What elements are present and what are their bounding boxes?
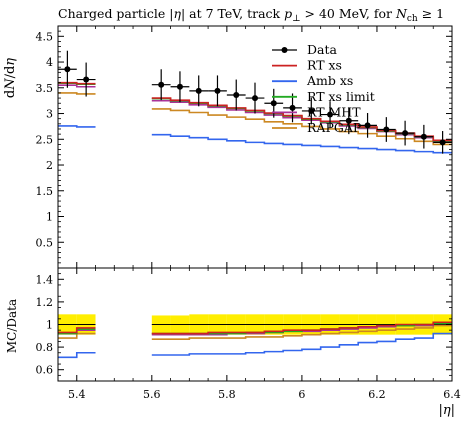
data-point (252, 95, 258, 102)
legend-label-rt-xs: RT xs (307, 58, 342, 73)
ratio-y-tick-label: 0.6 (36, 364, 54, 377)
x-tick-label: 6.4 (443, 388, 461, 401)
x-tick-label: 5.4 (68, 388, 86, 401)
y-tick-label: 4.5 (36, 30, 54, 43)
data-point (270, 100, 277, 107)
ratio-plot: 0.6 0.8 1 1.2 1.4 5.4 5.6 5.8 6 6.2 6.4 (36, 262, 461, 401)
y-axis-label: dN/dη (3, 58, 18, 98)
main-plot-frame (57, 25, 453, 269)
data-point (64, 66, 71, 73)
legend-label-amb-xs: Amb xs (306, 73, 353, 88)
data-point (402, 130, 409, 137)
y-tick-label: 2.5 (36, 133, 54, 146)
legend-label-rapgap: RAPGAP (307, 120, 361, 135)
data-point (176, 83, 183, 90)
data-point (345, 117, 352, 124)
y-tick-label: 3.5 (36, 82, 54, 95)
data-point (195, 87, 202, 94)
y-tick-label: 4 (46, 56, 53, 69)
ratio-y-tick-label: 0.8 (36, 341, 54, 354)
ratio-line-rapgap (58, 324, 452, 340)
y-tick-label: 1 (46, 211, 53, 224)
x-tick-label: 5.8 (218, 388, 236, 401)
x-axis-label: |η| (438, 403, 455, 418)
ratio-y-tick-label: 1.2 (36, 296, 54, 309)
series-line-amb-xs (58, 125, 452, 154)
data-point (364, 122, 371, 129)
x-tick-label: 5.6 (143, 388, 161, 401)
ratio-y-axis-label: MC/Data (5, 299, 19, 353)
data-point (383, 126, 390, 133)
data-point (308, 107, 315, 114)
legend-label-data: Data (307, 42, 337, 57)
data-point (289, 104, 296, 111)
y-tick-label: 0.5 (36, 236, 54, 249)
data-point (214, 87, 221, 94)
ratio-y-tick-label: 1.4 (36, 273, 54, 286)
legend-marker-data-point (281, 47, 288, 53)
data-point (83, 76, 90, 83)
chart-title: Charged particle |η| at 7 TeV, track p⊥ … (58, 6, 444, 24)
x-tick-label: 6 (298, 388, 305, 401)
x-tick-label: 6.2 (368, 388, 386, 401)
legend-label-rt-mht: RT MHT (307, 104, 361, 119)
ratio-line-rt-xs (58, 321, 452, 335)
data-point (420, 133, 427, 140)
y-tick-label: 3 (46, 108, 53, 121)
data-point (439, 139, 446, 146)
ratio-line-amb-xs (58, 332, 452, 359)
y-tick-label: 2 (46, 159, 53, 172)
y-tick-label: 1.5 (36, 185, 54, 198)
data-point (327, 111, 334, 118)
legend-label-rt-xs-limit: RT xs limit (307, 89, 375, 104)
ratio-y-tick-label: 1 (46, 319, 53, 332)
data-point (158, 81, 165, 88)
data-point (233, 91, 240, 98)
main-plot: 0.5 1 1.5 2 2.5 3 3.5 4 4.5 (36, 25, 453, 269)
